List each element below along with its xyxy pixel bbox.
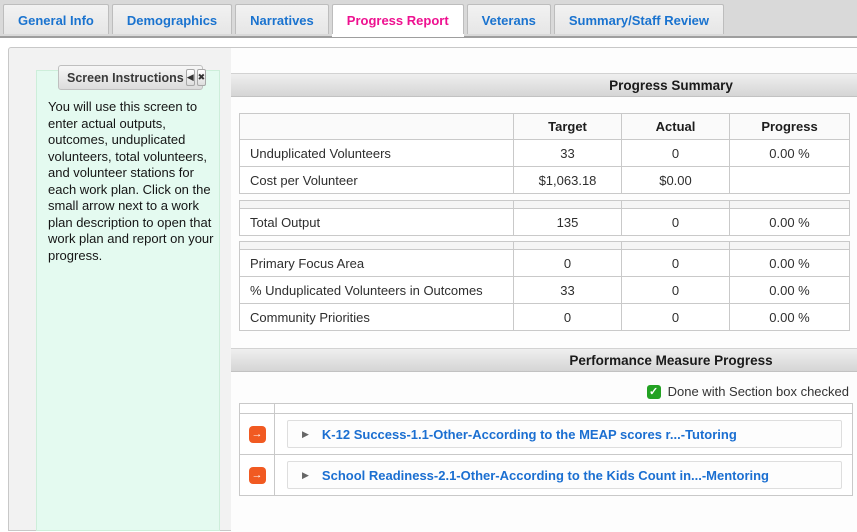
row-label: Community Priorities bbox=[239, 303, 514, 331]
row-actual: $0.00 bbox=[621, 166, 730, 194]
tab-general-info[interactable]: General Info bbox=[3, 4, 109, 34]
row-target: 0 bbox=[513, 303, 622, 331]
row-target: $1,063.18 bbox=[513, 166, 622, 194]
row-target: 33 bbox=[513, 276, 622, 304]
row-actual: 0 bbox=[621, 249, 730, 277]
table-row: Cost per Volunteer $1,063.18 $0.00 bbox=[239, 166, 850, 194]
measure-link[interactable]: School Readiness-2.1-Other-According to … bbox=[321, 467, 769, 483]
screen-instructions-header: Screen Instructions ◀ ✖ bbox=[58, 65, 207, 90]
row-actual: 0 bbox=[621, 276, 730, 304]
row-progress: 0.00 % bbox=[729, 249, 850, 277]
row-actual: 0 bbox=[621, 303, 730, 331]
header-actual: Actual bbox=[621, 113, 730, 140]
content-column: Progress Summary Target Actual Progress … bbox=[231, 48, 857, 532]
checked-checkbox-icon: ✓ bbox=[646, 384, 661, 399]
expand-triangle-icon[interactable]: ▶ bbox=[302, 469, 309, 480]
tab-strip: General Info Demographics Narratives Pro… bbox=[0, 0, 857, 38]
screen-instructions-text: You will use this screen to enter actual… bbox=[48, 99, 214, 263]
table-row: % Unduplicated Volunteers in Outcomes 33… bbox=[239, 276, 850, 304]
row-progress: 0.00 % bbox=[729, 303, 850, 331]
row-target: 0 bbox=[513, 249, 622, 277]
tab-summary-staff-review[interactable]: Summary/Staff Review bbox=[553, 4, 725, 34]
screen-instructions-panel: Screen Instructions ◀ ✖ You will use thi… bbox=[36, 65, 220, 531]
summary-table-focus-areas: Primary Focus Area 0 0 0.00 % % Unduplic… bbox=[239, 241, 850, 331]
measure-cell: ▶ K-12 Success-1.1-Other-According to th… bbox=[274, 413, 853, 455]
progress-summary-header: Progress Summary bbox=[231, 73, 857, 97]
measure-link[interactable]: K-12 Success-1.1-Other-According to the … bbox=[321, 426, 737, 442]
summary-header-row: Target Actual Progress bbox=[239, 113, 850, 140]
row-target: 33 bbox=[513, 139, 622, 167]
performance-measure-table: → ▶ K-12 Success-1.1-Other-According to … bbox=[239, 403, 853, 496]
expand-triangle-icon[interactable]: ▶ bbox=[302, 428, 309, 439]
table-row: Total Output 135 0 0.00 % bbox=[239, 208, 850, 236]
measure-item-school-readiness[interactable]: ▶ School Readiness-2.1-Other-According t… bbox=[287, 461, 842, 489]
screen-instructions-title: Screen Instructions bbox=[67, 70, 184, 85]
close-panel-button[interactable]: ✖ bbox=[196, 69, 207, 86]
tab-demographics[interactable]: Demographics bbox=[111, 4, 233, 34]
row-label: Primary Focus Area bbox=[239, 249, 514, 277]
row-label: Unduplicated Volunteers bbox=[239, 139, 514, 167]
spacer-row bbox=[239, 241, 850, 250]
row-progress: 0.00 % bbox=[729, 208, 850, 236]
done-section-legend: ✓ Done with Section box checked bbox=[231, 384, 849, 399]
measure-item-k12-success[interactable]: ▶ K-12 Success-1.1-Other-According to th… bbox=[287, 420, 842, 448]
row-progress bbox=[729, 166, 850, 194]
open-workplan-cell: → bbox=[239, 413, 275, 455]
row-label: Cost per Volunteer bbox=[239, 166, 514, 194]
table-row: Unduplicated Volunteers 33 0 0.00 % bbox=[239, 139, 850, 167]
performance-measure-row: → ▶ School Readiness-2.1-Other-According… bbox=[239, 454, 853, 496]
header-progress: Progress bbox=[729, 113, 850, 140]
open-workplan-arrow-icon[interactable]: → bbox=[248, 426, 266, 443]
tab-veterans[interactable]: Veterans bbox=[466, 4, 551, 34]
table-row: Community Priorities 0 0 0.00 % bbox=[239, 303, 850, 331]
tab-narratives[interactable]: Narratives bbox=[235, 4, 329, 34]
spacer-row bbox=[239, 403, 853, 414]
header-empty-cell bbox=[239, 113, 514, 140]
row-label: % Unduplicated Volunteers in Outcomes bbox=[239, 276, 514, 304]
tab-list: General Info Demographics Narratives Pro… bbox=[0, 0, 857, 34]
tab-progress-report[interactable]: Progress Report bbox=[331, 4, 464, 34]
row-progress: 0.00 % bbox=[729, 276, 850, 304]
row-target: 135 bbox=[513, 208, 622, 236]
performance-measure-header: Performance Measure Progress bbox=[231, 348, 857, 372]
table-row: Primary Focus Area 0 0 0.00 % bbox=[239, 249, 850, 277]
performance-measure-row: → ▶ K-12 Success-1.1-Other-According to … bbox=[239, 413, 853, 455]
row-progress: 0.00 % bbox=[729, 139, 850, 167]
row-actual: 0 bbox=[621, 208, 730, 236]
row-label: Total Output bbox=[239, 208, 514, 236]
collapse-panel-button[interactable]: ◀ bbox=[185, 69, 195, 86]
summary-table-volunteers: Target Actual Progress Unduplicated Volu… bbox=[239, 113, 850, 194]
open-workplan-arrow-icon[interactable]: → bbox=[248, 467, 266, 484]
header-target: Target bbox=[513, 113, 622, 140]
main-panel: Screen Instructions ◀ ✖ You will use thi… bbox=[8, 47, 857, 532]
summary-table-output: Total Output 135 0 0.00 % bbox=[239, 200, 850, 236]
measure-cell: ▶ School Readiness-2.1-Other-According t… bbox=[274, 454, 853, 496]
row-actual: 0 bbox=[621, 139, 730, 167]
done-section-legend-text: Done with Section box checked bbox=[667, 384, 849, 399]
progress-summary-tables: Target Actual Progress Unduplicated Volu… bbox=[239, 113, 850, 331]
open-workplan-cell: → bbox=[239, 454, 275, 496]
spacer-row bbox=[239, 200, 850, 209]
